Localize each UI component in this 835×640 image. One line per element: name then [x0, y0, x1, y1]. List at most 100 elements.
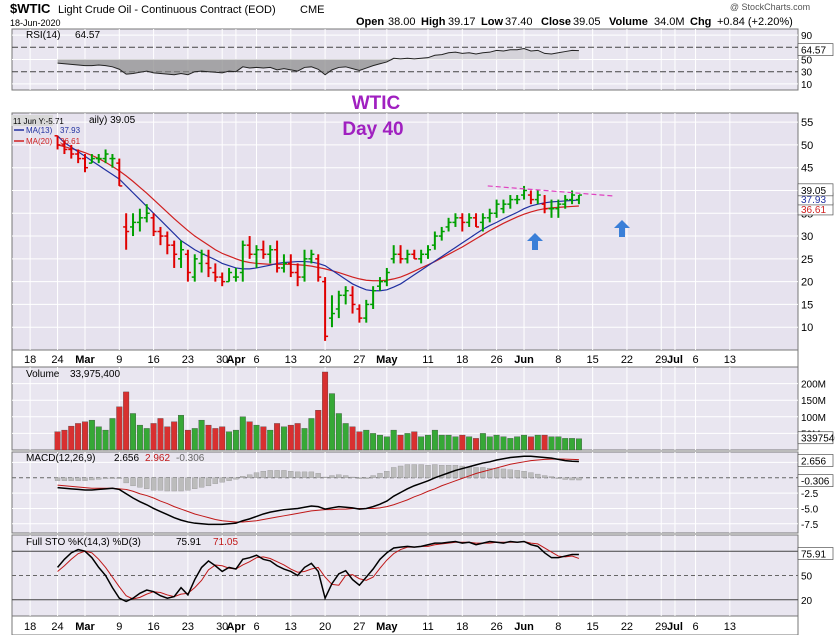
- x-tick-label: 18: [456, 621, 468, 633]
- sto-badge: 75.91: [801, 550, 826, 561]
- x-tick-label: 22: [621, 621, 633, 633]
- volume-bar: [555, 436, 562, 451]
- macd-tick-label: -5.0: [801, 504, 819, 515]
- sto-badge-box: [797, 547, 834, 560]
- macd-histogram-bar: [164, 477, 170, 492]
- x-tick-label: 6: [692, 621, 698, 633]
- x-tick-label: 20: [319, 354, 331, 366]
- macd-histogram-bar: [205, 477, 212, 487]
- volume-bar: [178, 414, 184, 451]
- sto-d-value: 71.05: [213, 537, 238, 548]
- panel-price: [11, 112, 799, 351]
- volume-bar: [184, 429, 191, 451]
- volume-bar: [356, 431, 363, 451]
- volume-bar: [150, 423, 157, 451]
- sto-d-line: [57, 540, 580, 600]
- volume-bar: [322, 371, 329, 451]
- volume-bar: [404, 433, 411, 451]
- volume-bar: [143, 428, 150, 451]
- x-tick-label: 30: [216, 354, 228, 366]
- x-tick-label: 11: [422, 621, 433, 633]
- up-arrow-icon: [527, 233, 543, 250]
- marks-layer: [54, 48, 614, 603]
- x-tick-label: 8: [555, 621, 561, 633]
- macd-histogram-bar: [459, 465, 465, 478]
- x-tick-label: 11: [422, 354, 433, 366]
- instrument-name: Light Crude Oil - Continuous Contract (E…: [58, 4, 276, 16]
- volume-bar: [191, 428, 198, 451]
- volume-bar: [521, 434, 527, 451]
- volume-label: Volume: [609, 16, 648, 28]
- x-tick-label: 6: [253, 354, 259, 366]
- macd-histogram-bar: [370, 475, 376, 478]
- macd-histogram-bar: [343, 475, 349, 478]
- rsi-value: 64.57: [75, 30, 100, 41]
- open-label: Open: [356, 16, 384, 28]
- x-tick-label: 23: [182, 621, 194, 633]
- open-value: 38.00: [388, 16, 416, 28]
- x-tick-label: May: [376, 354, 398, 366]
- volume-bar: [315, 410, 322, 451]
- x-tick-label: Jun: [514, 354, 534, 366]
- rsi-tick-label: 30: [801, 68, 813, 79]
- macd-hist-badge: -0.306: [801, 477, 830, 488]
- x-axis-strip: [11, 349, 799, 368]
- low-label: Low: [481, 16, 503, 28]
- macd-histogram-bar: [562, 477, 568, 480]
- close-label: Close: [541, 16, 571, 28]
- rsi-badge-box: [797, 43, 834, 56]
- x-tick-label: 13: [724, 354, 736, 366]
- macd-histogram-bar: [109, 477, 116, 479]
- sto-k-line: [56, 540, 579, 603]
- rsi-badge: 64.57: [801, 46, 826, 57]
- volume-bar: [123, 391, 130, 451]
- x-tick-label: 16: [147, 354, 159, 366]
- close-badge: 39.05: [801, 186, 826, 197]
- macd-histogram-bar: [432, 464, 438, 478]
- volume-bar: [116, 406, 123, 451]
- macd-histogram-bar: [425, 465, 431, 478]
- volume-bar: [431, 429, 438, 451]
- macd-histogram-bar: [116, 477, 122, 479]
- volume-bar: [102, 429, 109, 451]
- macd-histogram-bar: [555, 477, 561, 479]
- macd-histogram-bar: [329, 475, 335, 478]
- macd-histogram-bar: [356, 477, 363, 479]
- volume-bar: [267, 429, 274, 451]
- volume-tick-label: 200M: [801, 380, 826, 391]
- x-tick-label: Jul: [667, 621, 683, 633]
- close-badge-box: [797, 183, 834, 197]
- volume-bar: [95, 426, 102, 451]
- volume-bar: [397, 434, 404, 451]
- macd-histogram-bar: [82, 477, 88, 481]
- volume-bar: [239, 416, 246, 451]
- high-value: 39.17: [448, 16, 476, 28]
- volume-tick-label: 150M: [801, 396, 826, 407]
- volume-bar: [335, 413, 342, 451]
- macd-histogram-bar: [171, 477, 177, 492]
- price-tick-label: 20: [801, 277, 813, 289]
- macd-histogram-bar: [68, 477, 74, 481]
- macd-histogram-bar: [322, 476, 328, 478]
- volume-bar: [514, 436, 521, 451]
- macd-histogram-bar: [439, 465, 445, 478]
- ma20-label: MA(20): [26, 137, 53, 146]
- price-tick-label: 30: [801, 231, 813, 243]
- ma20-value: 36.61: [60, 137, 81, 146]
- volume-bar: [500, 436, 507, 451]
- macd-histogram-bar: [246, 474, 253, 478]
- x-tick-label: 13: [285, 621, 297, 633]
- volume-bar: [329, 393, 335, 451]
- macd-histogram-bar: [274, 470, 280, 478]
- sto-k-value: 75.91: [176, 537, 201, 548]
- annotation-title: WTIC: [352, 93, 401, 114]
- macd-histogram-bar: [521, 470, 527, 478]
- volume-bar: [411, 431, 418, 451]
- macd-histogram-bar: [301, 471, 308, 478]
- volume-bar: [534, 434, 541, 451]
- macd-histogram-bar: [185, 477, 191, 491]
- macd-histogram-bar: [130, 477, 136, 487]
- rsi-oversold-fill: [57, 59, 579, 75]
- high-label: High: [421, 16, 446, 28]
- macd-histogram-bar: [192, 477, 198, 489]
